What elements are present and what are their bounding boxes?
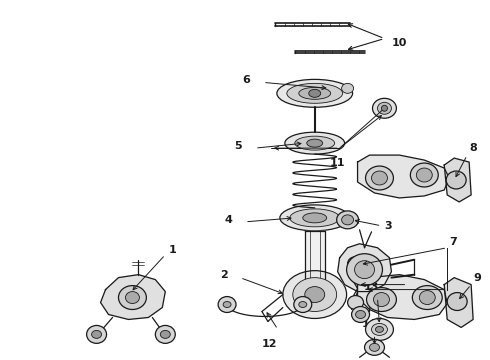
Ellipse shape <box>303 213 327 223</box>
Ellipse shape <box>293 278 337 311</box>
Polygon shape <box>338 244 392 292</box>
Ellipse shape <box>369 343 379 351</box>
Ellipse shape <box>416 168 432 182</box>
Ellipse shape <box>119 285 147 310</box>
Text: 4: 4 <box>224 215 232 225</box>
Ellipse shape <box>356 310 366 319</box>
Text: 15: 15 <box>412 280 427 289</box>
Ellipse shape <box>367 288 396 311</box>
Polygon shape <box>305 231 325 294</box>
Ellipse shape <box>447 293 467 310</box>
Ellipse shape <box>299 87 331 99</box>
Ellipse shape <box>290 209 340 227</box>
Ellipse shape <box>410 163 438 187</box>
Ellipse shape <box>309 89 321 97</box>
Text: 1: 1 <box>168 245 176 255</box>
Ellipse shape <box>283 271 346 319</box>
Text: 12: 12 <box>262 339 278 350</box>
Ellipse shape <box>287 84 343 103</box>
Ellipse shape <box>375 327 384 332</box>
Ellipse shape <box>295 136 335 150</box>
Polygon shape <box>444 158 471 202</box>
Ellipse shape <box>371 171 388 185</box>
Text: 11: 11 <box>330 158 345 168</box>
Polygon shape <box>444 278 473 328</box>
Ellipse shape <box>155 325 175 343</box>
Text: 2: 2 <box>220 270 228 280</box>
Ellipse shape <box>419 291 435 305</box>
Text: 13: 13 <box>364 282 379 292</box>
Polygon shape <box>358 275 447 319</box>
Ellipse shape <box>342 84 354 93</box>
Ellipse shape <box>280 205 349 231</box>
Ellipse shape <box>366 319 393 340</box>
Ellipse shape <box>299 302 307 307</box>
Ellipse shape <box>277 80 353 107</box>
Ellipse shape <box>346 254 383 285</box>
Ellipse shape <box>218 297 236 312</box>
Ellipse shape <box>285 132 344 154</box>
Text: 7: 7 <box>449 237 457 247</box>
Ellipse shape <box>373 293 390 306</box>
Text: 8: 8 <box>469 143 477 153</box>
Text: 9: 9 <box>473 273 481 283</box>
Ellipse shape <box>355 261 374 279</box>
Ellipse shape <box>342 215 354 225</box>
Polygon shape <box>100 275 165 319</box>
Ellipse shape <box>125 292 140 303</box>
Ellipse shape <box>347 257 364 271</box>
Ellipse shape <box>160 330 171 338</box>
Ellipse shape <box>307 139 323 147</box>
Ellipse shape <box>337 211 359 229</box>
Ellipse shape <box>352 306 369 323</box>
Text: 10: 10 <box>392 37 407 48</box>
Ellipse shape <box>377 102 392 114</box>
Ellipse shape <box>413 285 442 310</box>
Text: 6: 6 <box>242 75 250 85</box>
Ellipse shape <box>347 296 364 310</box>
Ellipse shape <box>305 287 325 302</box>
Text: 14: 14 <box>362 319 377 329</box>
Ellipse shape <box>365 339 385 355</box>
Ellipse shape <box>446 171 466 189</box>
Ellipse shape <box>372 98 396 118</box>
Ellipse shape <box>87 325 106 343</box>
Ellipse shape <box>294 297 312 312</box>
Ellipse shape <box>382 105 388 111</box>
Ellipse shape <box>92 330 101 338</box>
Ellipse shape <box>366 166 393 190</box>
Ellipse shape <box>223 302 231 307</box>
Polygon shape <box>358 155 449 198</box>
Text: 5: 5 <box>234 141 242 151</box>
Text: 3: 3 <box>385 221 392 231</box>
Ellipse shape <box>371 323 388 336</box>
